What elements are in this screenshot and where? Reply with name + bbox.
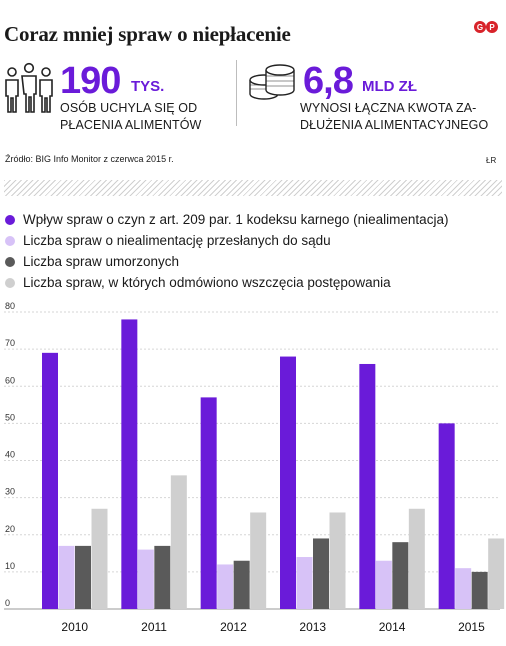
source-note: Źródło: BIG Info Monitor z czerwca 2015 … — [5, 154, 174, 164]
y-tick-label: 20 — [5, 524, 15, 534]
x-tick-label: 2013 — [299, 620, 326, 634]
bar-2014-s3 — [392, 542, 409, 609]
legend-swatch — [5, 277, 15, 288]
legend-item: Liczba spraw, w których odmówiono wszczę… — [5, 272, 448, 293]
bar-2014-s1 — [359, 363, 376, 609]
svg-text:P: P — [489, 23, 495, 32]
y-tick-label: 50 — [5, 412, 15, 422]
stat-desc-line: OSÓB UCHYLA SIĘ OD — [60, 101, 198, 115]
author-initials: ŁR — [486, 156, 497, 165]
bar-2015-s1 — [438, 423, 455, 609]
y-tick-label: 80 — [5, 301, 15, 311]
legend-swatch — [5, 214, 15, 225]
bar-2010-s1 — [42, 352, 58, 609]
bar-2013-s1 — [280, 356, 296, 609]
bar-2010-s2 — [58, 545, 75, 609]
y-tick-label: 0 — [5, 598, 10, 608]
bar-2012-s3 — [233, 560, 250, 609]
bar-2015-s4 — [488, 538, 505, 609]
legend-item: Liczba spraw umorzonych — [5, 251, 448, 272]
legend-label: Liczba spraw o niealimentację przesłanyc… — [23, 233, 331, 248]
stat-desc-people: OSÓB UCHYLA SIĘ OD PŁACENIA ALIMENTÓW — [60, 100, 201, 134]
chart-title: Coraz mniej spraw o niepłacenie — [4, 22, 291, 46]
x-tick-label: 2011 — [141, 620, 167, 634]
bar-chart: 0 10 20 30 40 50 60 70 80 2010 2011 2012 2013 2014 201… — [4, 301, 505, 634]
chart-legend: Wpływ spraw o czyn z art. 209 par. 1 kod… — [5, 209, 448, 293]
y-tick-label: 70 — [5, 338, 15, 348]
bar-2011-s2 — [137, 549, 154, 609]
legend-item: Wpływ spraw o czyn z art. 209 par. 1 kod… — [5, 209, 448, 230]
legend-label: Wpływ spraw o czyn z art. 209 par. 1 kod… — [23, 212, 449, 227]
bar-2015-s3 — [471, 571, 488, 609]
hatched-separator — [4, 180, 502, 196]
bar-2012-s2 — [217, 564, 234, 609]
bar-2010-s4 — [91, 508, 108, 609]
bar-2014-s4 — [408, 508, 425, 609]
x-tick-label: 2012 — [220, 620, 247, 634]
stat-value-amount: 6,8 — [303, 60, 354, 102]
legend-swatch — [5, 256, 15, 267]
bar-2013-s4 — [329, 512, 346, 609]
stat-desc-line: PŁACENIA ALIMENTÓW — [60, 118, 202, 132]
svg-text:G: G — [477, 23, 483, 32]
stat-unit-people: TYS. — [131, 78, 165, 95]
bar-2010-s3 — [75, 545, 91, 609]
bar-2013-s2 — [296, 557, 313, 609]
x-tick-label: 2010 — [61, 620, 88, 634]
x-tick-label: 2015 — [458, 620, 485, 634]
y-tick-label: 30 — [5, 487, 15, 497]
bar-2013-s3 — [313, 538, 329, 609]
bar-2015-s2 — [455, 568, 472, 609]
bar-2011-s4 — [170, 475, 187, 609]
coins-icon — [249, 64, 295, 100]
stat-unit-amount: MLD ZŁ — [362, 78, 417, 95]
stat-desc-amount: WYNOSI ŁĄCZNA KWOTA ZA- DŁUŻENIA ALIMENT… — [300, 100, 488, 134]
legend-item: Liczba spraw o niealimentację przesłanyc… — [5, 230, 448, 251]
bar-2012-s4 — [250, 512, 267, 609]
stat-value-people: 190 — [60, 60, 121, 102]
bar-2014-s2 — [375, 560, 392, 609]
stat-desc-line: WYNOSI ŁĄCZNA KWOTA ZA- — [300, 101, 477, 115]
y-tick-label: 10 — [5, 561, 15, 571]
legend-label: Liczba spraw, w których odmówiono wszczę… — [23, 275, 391, 290]
x-tick-label: 2014 — [379, 620, 406, 634]
y-tick-label: 40 — [5, 450, 15, 460]
bar-2011-s1 — [121, 319, 138, 609]
legend-label: Liczba spraw umorzonych — [23, 254, 180, 269]
people-icon — [5, 62, 53, 113]
y-tick-label: 60 — [5, 375, 15, 385]
legend-swatch — [5, 235, 15, 246]
stat-desc-line: DŁUŻENIA ALIMENTACYJNEGO — [300, 118, 489, 132]
bar-2011-s3 — [154, 545, 171, 609]
stat-divider — [236, 60, 237, 126]
bar-2012-s1 — [200, 397, 217, 609]
logo-icon: G P — [474, 21, 498, 33]
